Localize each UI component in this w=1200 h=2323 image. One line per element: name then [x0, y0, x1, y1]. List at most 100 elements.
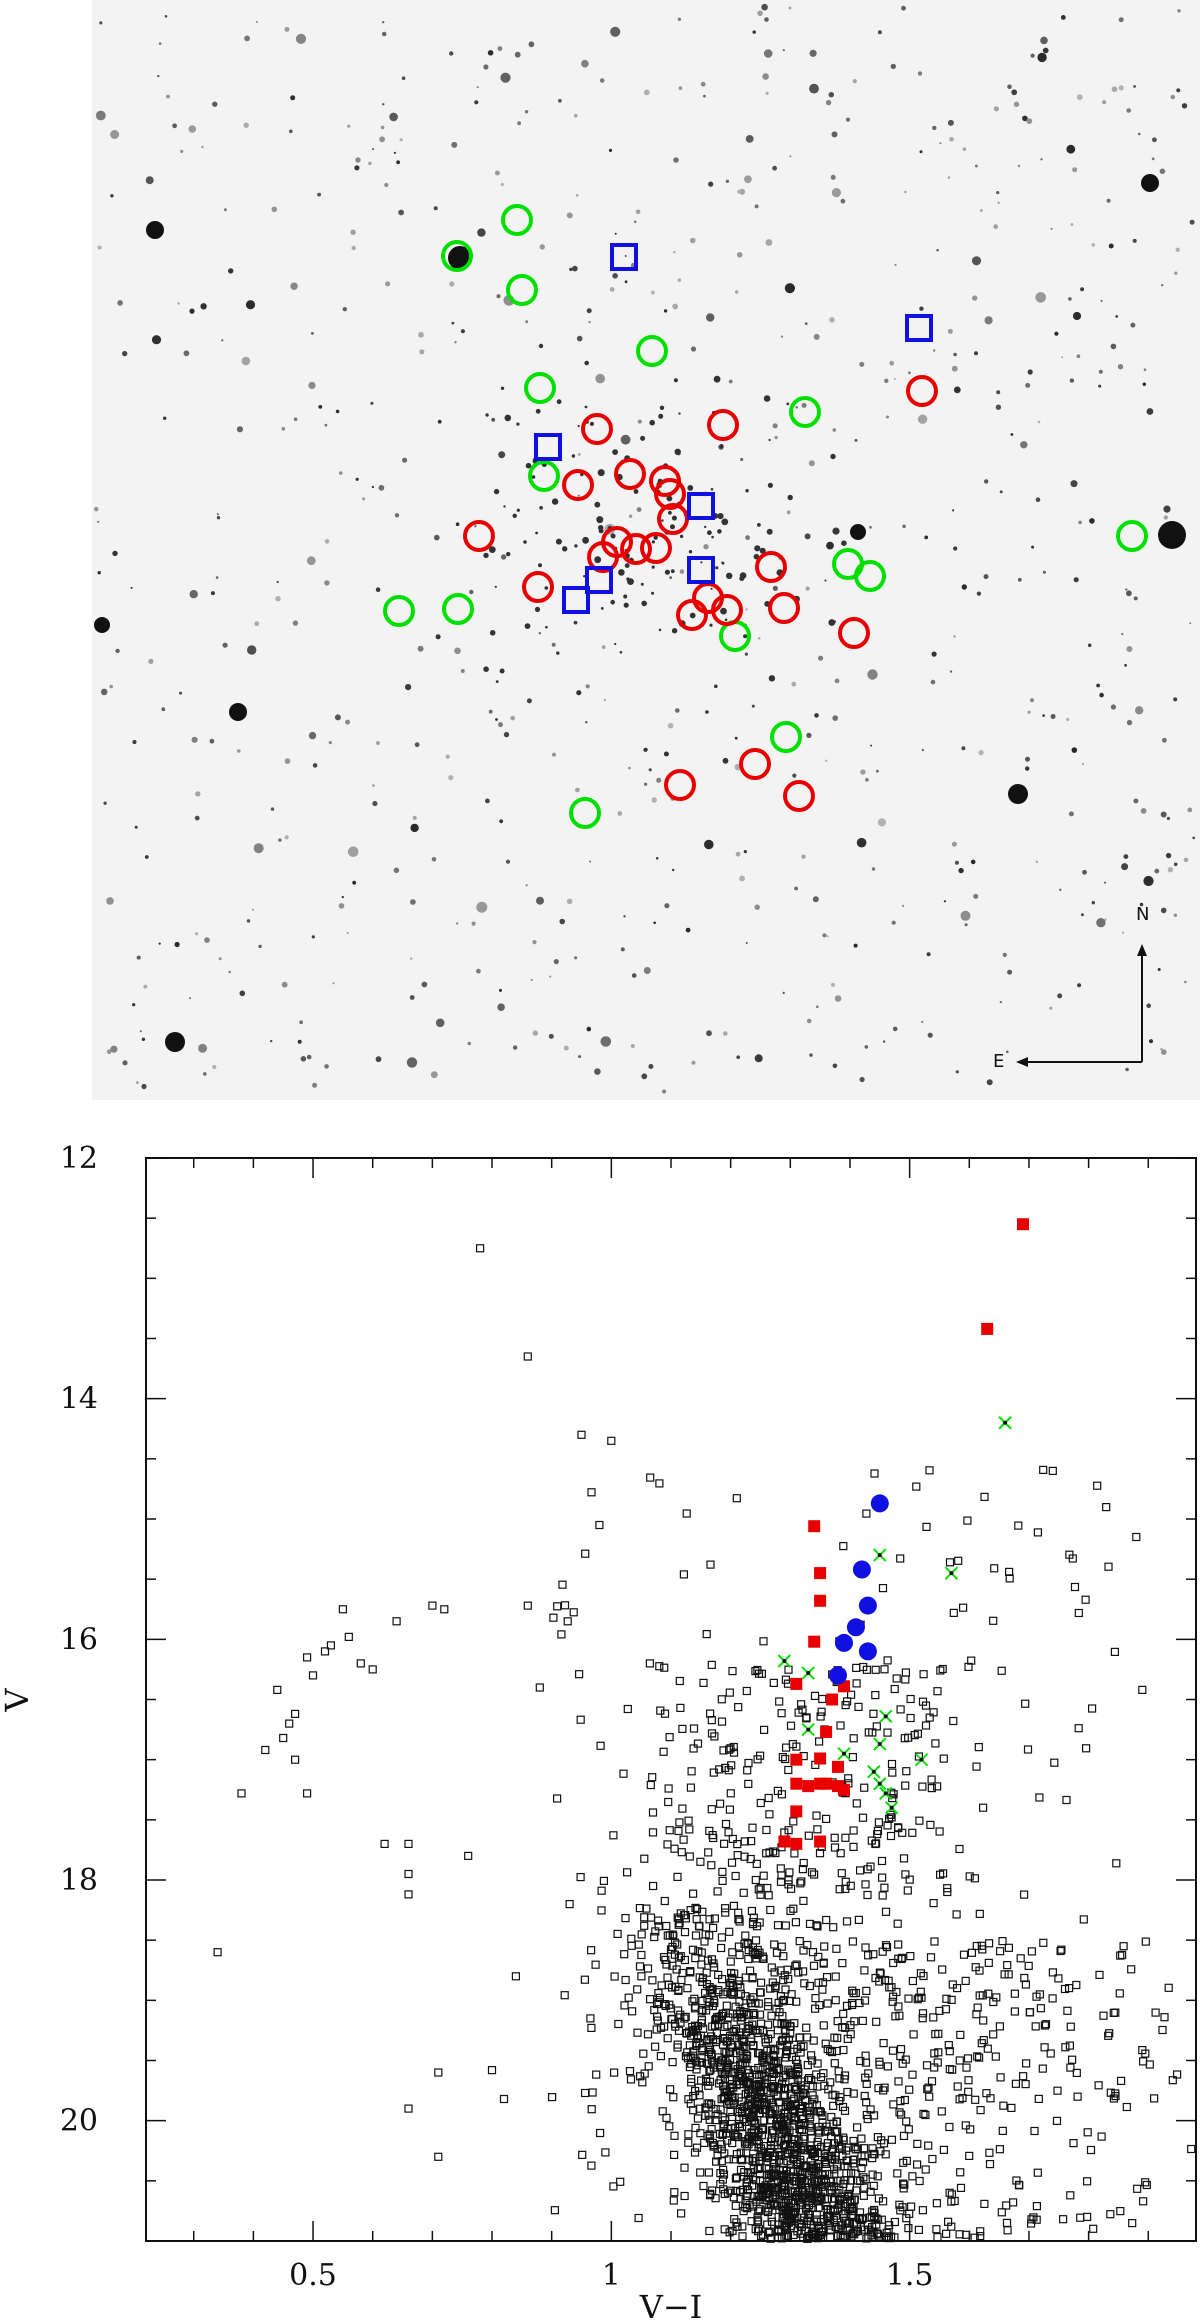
field-star-point	[648, 1976, 657, 1985]
field-star-point	[1074, 1724, 1083, 1733]
star	[1177, 9, 1181, 13]
star	[971, 256, 982, 266]
field-star-point	[657, 1981, 666, 1990]
field-star-point	[919, 2109, 928, 2118]
field-star-point	[1020, 1973, 1029, 1983]
field-star-point	[956, 2030, 965, 2040]
star	[1108, 243, 1114, 249]
field-star-point	[989, 2030, 998, 2039]
field-star-point	[785, 2126, 794, 2135]
field-star-point	[789, 2167, 798, 2176]
field-star-point	[814, 2160, 824, 2169]
star	[609, 287, 615, 292]
cross-center	[919, 1757, 924, 1762]
field-star-point	[844, 2189, 853, 2198]
east-arrowhead-icon	[1016, 1057, 1028, 1067]
cluster-star	[828, 619, 836, 626]
field-star-point	[851, 2145, 860, 2154]
star	[772, 423, 778, 429]
circle-marker	[676, 599, 708, 631]
star	[200, 303, 207, 310]
field-star-point	[831, 2091, 840, 2100]
field-star-point	[741, 2059, 750, 2068]
field-star-point	[780, 1828, 789, 1837]
field-star-point	[755, 1751, 765, 1760]
star	[109, 684, 113, 689]
field-star-point	[914, 1752, 924, 1761]
field-star-point	[808, 2149, 817, 2158]
field-star-point	[996, 2073, 1005, 2082]
field-star-point	[1099, 2011, 1108, 2020]
field-star-point	[558, 1580, 567, 1589]
field-star-point	[918, 1782, 927, 1791]
blue-member-point	[835, 1633, 853, 1652]
star	[1106, 198, 1111, 203]
field-star-point	[789, 2153, 798, 2162]
star	[786, 510, 791, 515]
star	[1130, 322, 1136, 328]
field-star-point	[716, 1943, 726, 1953]
star	[832, 527, 840, 535]
field-star-point	[698, 2005, 707, 2015]
star	[158, 42, 162, 45]
cluster-star	[610, 599, 615, 605]
star	[295, 33, 307, 45]
field-star-point	[1104, 1562, 1113, 1571]
field-star-point	[919, 1670, 928, 1679]
field-star-point	[1050, 1758, 1059, 1767]
field-star-point	[849, 2136, 858, 2146]
star	[144, 855, 149, 859]
star	[970, 859, 976, 865]
star	[685, 927, 691, 933]
field-star-point	[977, 1941, 986, 1950]
star	[932, 125, 937, 131]
circle-marker	[620, 533, 652, 565]
star	[1160, 1048, 1163, 1051]
star	[774, 435, 778, 440]
field-star-point	[786, 1884, 796, 1893]
field-star-point	[815, 2128, 824, 2137]
field-star-point	[706, 1560, 715, 1569]
star	[951, 365, 958, 372]
field-star-point	[978, 1991, 987, 2000]
star	[754, 204, 759, 209]
cluster-star	[704, 525, 707, 529]
field-star-point	[728, 2092, 737, 2101]
star	[451, 321, 455, 325]
circle-marker	[442, 593, 474, 625]
field-star-point	[669, 2093, 678, 2102]
star	[341, 895, 344, 899]
star	[867, 669, 878, 680]
field-star-point	[727, 1989, 736, 1998]
star	[454, 341, 457, 344]
field-star-point	[699, 2024, 708, 2033]
field-star-point	[849, 1989, 858, 1998]
star	[284, 835, 289, 840]
field-star-point	[894, 2077, 903, 2086]
field-star-point	[895, 2108, 904, 2117]
field-star-point	[849, 1826, 858, 1835]
circle-marker	[528, 460, 560, 492]
field-star-point	[708, 1923, 718, 1933]
field-star-point	[581, 1549, 590, 1558]
field-star-point	[955, 2230, 964, 2239]
star	[312, 1082, 318, 1088]
field-star-point	[843, 2143, 852, 2152]
star	[474, 100, 479, 105]
field-star-point	[764, 1997, 773, 2007]
star	[962, 147, 967, 151]
star	[222, 642, 228, 648]
star	[1104, 918, 1107, 921]
field-star-point	[1011, 2079, 1021, 2088]
star	[378, 484, 385, 491]
cluster-star	[577, 425, 580, 428]
field-star-point	[767, 2133, 777, 2143]
field-star-point	[747, 2137, 757, 2146]
field-star-point	[792, 1997, 801, 2006]
field-star-point	[689, 1724, 699, 1733]
cluster-star	[724, 618, 728, 622]
star	[643, 89, 650, 96]
star	[469, 589, 474, 595]
field-star-point	[881, 1941, 891, 1950]
star	[832, 715, 838, 721]
